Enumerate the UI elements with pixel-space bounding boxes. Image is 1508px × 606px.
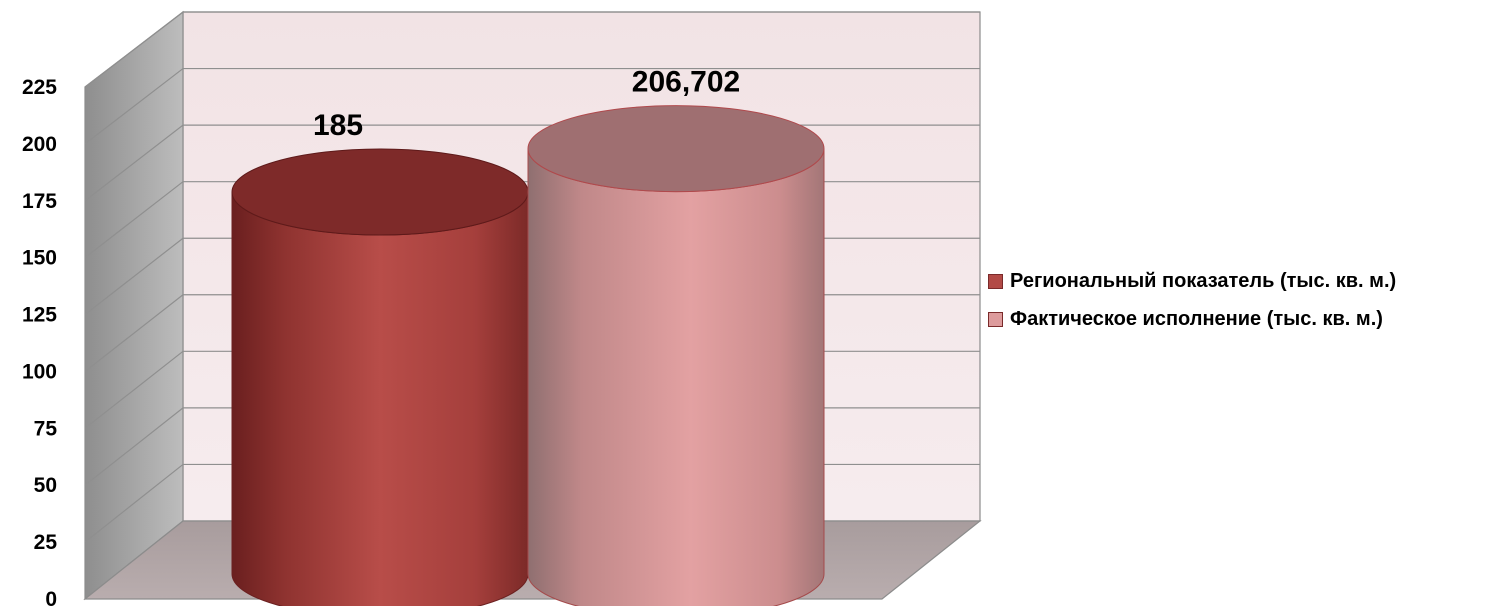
cylinder-top [527, 105, 825, 193]
cylinder-body [527, 148, 825, 606]
data-label: 206,702 [632, 66, 740, 99]
data-labels: 185 206,702 [313, 66, 740, 142]
legend: Региональный показатель (тыс. кв. м.) Фа… [988, 262, 1396, 338]
legend-swatch-regional [988, 273, 1003, 289]
legend-swatch-actual [988, 311, 1003, 327]
y-tick-label: 150 [22, 247, 57, 270]
legend-label-regional: Региональный показатель (тыс. кв. м.) [1010, 269, 1397, 292]
side-wall [84, 10, 184, 601]
gridline [84, 67, 980, 145]
y-tick-label: 225 [22, 76, 57, 99]
y-tick-label: 75 [34, 417, 58, 440]
legend-item-regional[interactable]: Региональный показатель (тыс. кв. м.) [988, 262, 1396, 300]
cylinder-top [231, 148, 529, 236]
y-tick-label: 175 [22, 190, 57, 213]
legend-label-actual: Фактическое исполнение (тыс. кв. м.) [1010, 307, 1383, 330]
y-axis-ticks: 0 25 50 75 100 125 150 175 200 225 [22, 76, 57, 606]
cylinders [231, 105, 825, 606]
legend-item-actual[interactable]: Фактическое исполнение (тыс. кв. м.) [988, 300, 1396, 338]
data-label: 185 [313, 109, 363, 142]
y-tick-label: 0 [45, 588, 57, 606]
cylinder-bar [527, 105, 825, 606]
cylinder-bar [231, 148, 529, 606]
cylinder-body [231, 191, 529, 606]
y-tick-label: 50 [34, 474, 57, 497]
y-tick-label: 125 [22, 304, 57, 327]
y-tick-label: 25 [34, 531, 58, 554]
y-tick-label: 200 [22, 133, 57, 156]
y-tick-label: 100 [22, 360, 57, 383]
gridline [84, 11, 980, 88]
